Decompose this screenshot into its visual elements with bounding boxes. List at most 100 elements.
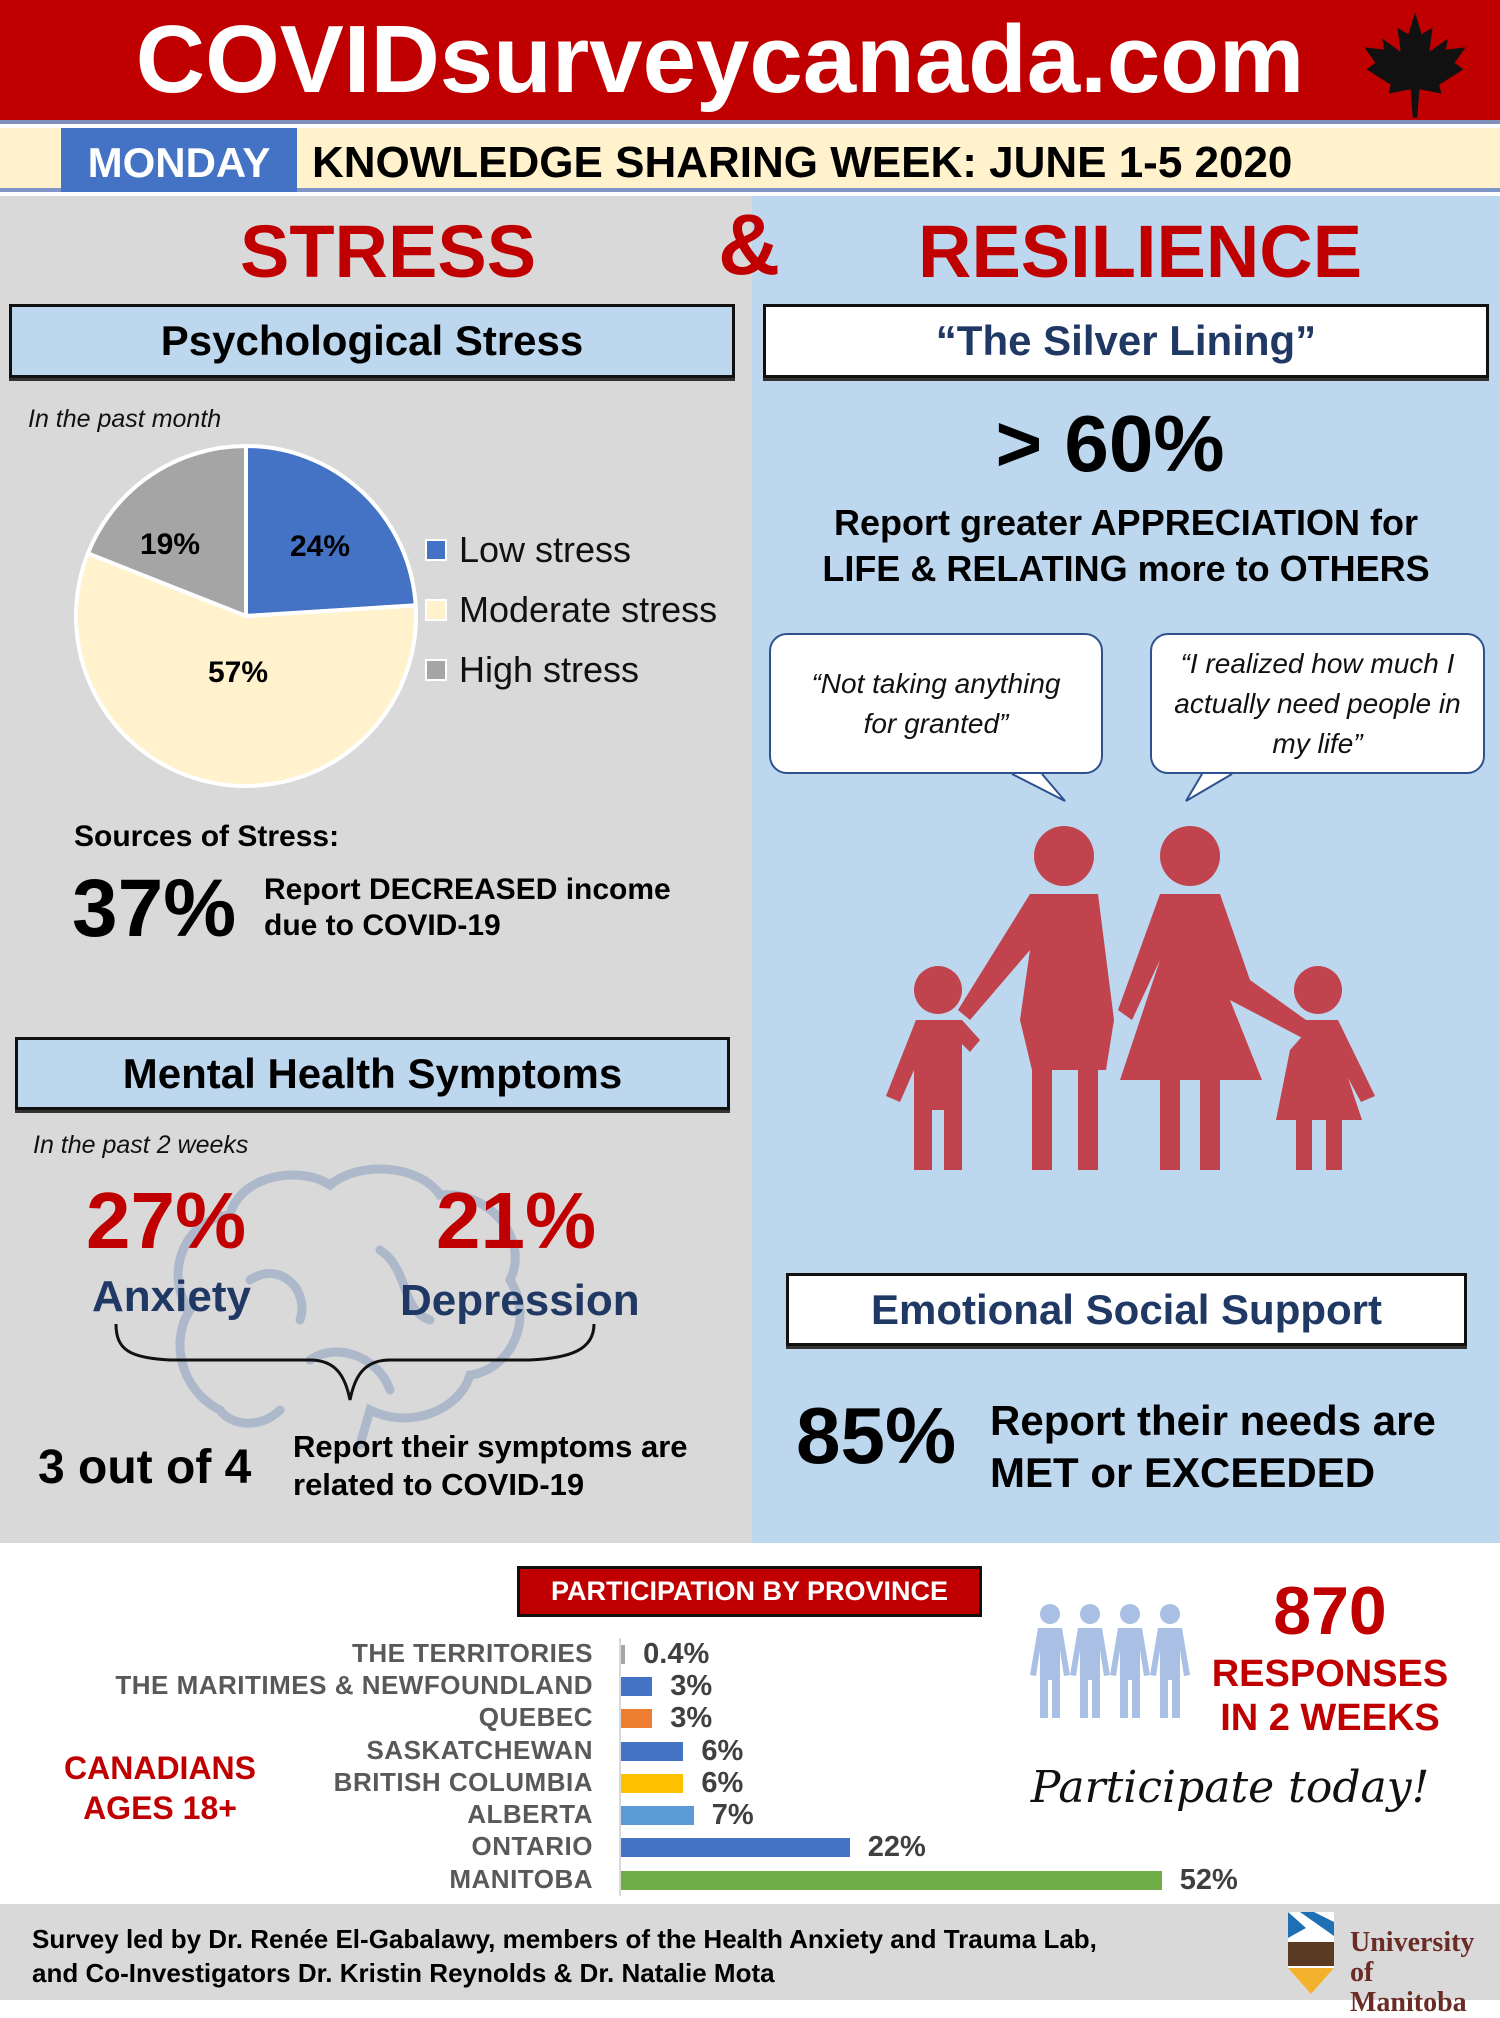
bar-label: ALBERTA [467, 1799, 593, 1829]
symptom-text: Report their symptoms are related to COV… [293, 1428, 688, 1504]
pie-label-low: 24% [290, 530, 351, 563]
bar-label: MANITOBA [449, 1864, 593, 1894]
legend-swatch [425, 599, 447, 621]
audience-label: CANADIANS AGES 18+ [40, 1748, 280, 1828]
appreciation-line: Report greater APPRECIATION for [833, 502, 1419, 543]
ampersand: & [718, 197, 781, 293]
people-icon [1030, 1604, 1190, 1718]
mental-period: In the past 2 weeks [33, 1131, 249, 1159]
income-text: Report DECREASED income due to COVID-19 [264, 872, 671, 944]
support-percent: 85% [796, 1391, 957, 1480]
site-title[interactable]: COVIDsurveycanada.com [135, 6, 1305, 113]
university-name: University of Manitoba [1350, 1927, 1475, 2018]
maple-leaf-icon [1364, 12, 1466, 118]
depression-percent: 21% [436, 1176, 597, 1265]
bar-value-label: 6% [701, 1767, 744, 1799]
audience-line: AGES 18+ [83, 1790, 237, 1826]
bar [621, 1871, 1162, 1890]
day-badge: MONDAY [61, 128, 297, 192]
credits-line: Survey led by Dr. Renée El-Gabalawy, mem… [32, 1924, 1097, 1954]
credits-line: and Co-Investigators Dr. Kristin Reynold… [32, 1958, 775, 1988]
pie-slice-low-stress [244, 443, 418, 619]
resilience-heading: RESILIENCE [918, 210, 1363, 293]
bar [621, 1709, 653, 1728]
legend-swatch [425, 539, 447, 561]
response-line: IN 2 WEEKS [1220, 1697, 1440, 1739]
quote-bubble-1: “Not taking anything for granted” [769, 633, 1103, 774]
support-line: MET or EXCEEDED [990, 1449, 1376, 1496]
event-title: KNOWLEDGE SHARING WEEK: JUNE 1-5 2020 [312, 138, 1293, 187]
participation-heading: PARTICIPATION BY PROVINCE [517, 1566, 982, 1617]
response-label: RESPONSES IN 2 WEEKS [1180, 1652, 1480, 1740]
chart-axis [619, 1638, 621, 1896]
brain-icon [173, 1164, 525, 1450]
stress-pie-chart [74, 443, 418, 788]
pie-label-high: 19% [140, 528, 201, 561]
bar-value-label: 52% [1179, 1864, 1238, 1896]
symptom-ratio: 3 out of 4 [38, 1441, 252, 1494]
speech-bubble-tails [1011, 773, 1233, 802]
anxiety-label: Anxiety [92, 1272, 251, 1321]
income-line: due to COVID-19 [264, 909, 501, 942]
legend-swatch [425, 659, 447, 681]
pie-legend: Low stress Moderate stress High stress [425, 520, 717, 700]
bar-value-label: 3% [670, 1702, 713, 1734]
legend-label: Low stress [459, 529, 632, 570]
bar [621, 1742, 684, 1761]
sources-label: Sources of Stress: [74, 820, 340, 853]
participate-link[interactable]: Participate today! [1030, 1762, 1430, 1813]
bar [621, 1838, 850, 1857]
audience-line: CANADIANS [64, 1750, 256, 1786]
bar-value-label: 22% [867, 1831, 926, 1863]
bar-label: THE TERRITORIES [351, 1638, 593, 1668]
support-text: Report their needs are MET or EXCEEDED [990, 1395, 1436, 1499]
appreciation-percent: > 60% [995, 399, 1225, 488]
credits: Survey led by Dr. Renée El-Gabalawy, mem… [32, 1922, 1097, 1990]
anxiety-percent: 27% [86, 1176, 247, 1265]
bar-value-label: 6% [701, 1735, 744, 1767]
bar-value-label: 0.4% [643, 1638, 710, 1670]
bar [621, 1677, 653, 1696]
brace-icon [114, 1323, 596, 1401]
legend-label: Moderate stress [459, 589, 718, 630]
legend-item-moderate: Moderate stress [425, 580, 717, 640]
bar [621, 1806, 694, 1825]
bar-value-label: 3% [670, 1670, 713, 1702]
symptom-line: Report their symptoms are [293, 1429, 688, 1464]
support-line: Report their needs are [990, 1397, 1436, 1444]
stress-heading: STRESS [240, 210, 537, 293]
pie-slice-moderate-stress [74, 550, 418, 788]
bar-label: QUEBEC [478, 1702, 593, 1732]
header-banner [0, 0, 1500, 124]
income-percent: 37% [72, 863, 237, 954]
bar-label: THE MARITIMES & NEWFOUNDLAND [115, 1670, 593, 1700]
bar [621, 1774, 684, 1793]
pie-label-moderate: 57% [208, 656, 269, 689]
psych-stress-heading: Psychological Stress [9, 304, 735, 378]
response-count: 870 [1273, 1573, 1387, 1649]
appreciation-text: Report greater APPRECIATION for LIFE & R… [752, 500, 1500, 592]
income-line: Report DECREASED income [264, 873, 671, 906]
depression-label: Depression [400, 1276, 640, 1325]
bar-label: ONTARIO [471, 1831, 593, 1861]
quote-bubble-2: “I realized how much I actually need peo… [1150, 633, 1485, 774]
silver-lining-heading: “The Silver Lining” [763, 304, 1489, 378]
psych-period: In the past month [28, 405, 222, 433]
mental-health-heading: Mental Health Symptoms [15, 1037, 730, 1110]
legend-label: High stress [459, 649, 640, 690]
pie-slice-high-stress [85, 443, 248, 619]
university-shield-logo [1288, 1912, 1334, 1994]
symptom-line: related to COVID-19 [293, 1467, 585, 1502]
footer [0, 1904, 1500, 2000]
family-icon [886, 826, 1375, 1170]
social-support-heading: Emotional Social Support [786, 1273, 1467, 1346]
stress-panel [0, 196, 752, 1543]
response-line: RESPONSES [1211, 1653, 1449, 1695]
appreciation-line: LIFE & RELATING more to OTHERS [822, 548, 1430, 589]
legend-item-low: Low stress [425, 520, 717, 580]
bar-label: SASKATCHEWAN [366, 1735, 593, 1765]
bar-label: BRITISH COLUMBIA [333, 1767, 593, 1797]
bar [621, 1645, 626, 1664]
bar-value-label: 7% [711, 1799, 754, 1831]
legend-item-high: High stress [425, 640, 717, 700]
